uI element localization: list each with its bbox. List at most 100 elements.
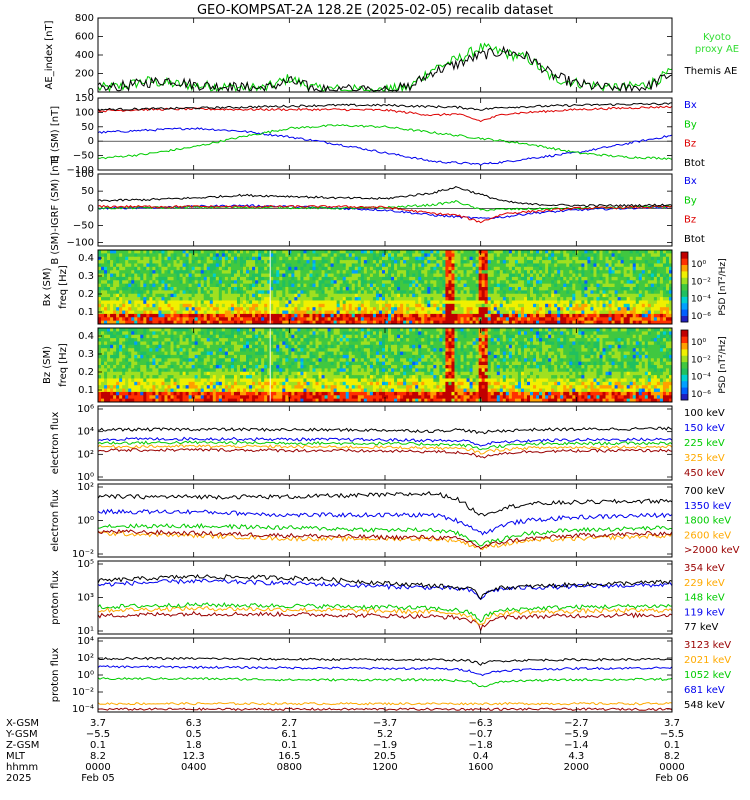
spectrogram-cell xyxy=(104,256,108,261)
spectrogram-cell xyxy=(593,287,597,291)
spectrogram-cell xyxy=(155,293,159,298)
spectrogram-cell xyxy=(551,287,555,291)
spectrogram-cell xyxy=(164,290,168,295)
spectrogram-cell xyxy=(309,276,313,281)
spectrogram-cell xyxy=(342,260,347,264)
spectrogram-cell xyxy=(215,300,220,305)
spectrogram-cell xyxy=(487,253,492,258)
spectrogram-cell xyxy=(119,328,123,332)
spectrogram-cell xyxy=(442,266,446,271)
spectrogram-cell xyxy=(173,303,177,308)
spectrogram-cell xyxy=(563,300,567,305)
spectrogram-cell xyxy=(436,263,440,268)
spectrogram-cell xyxy=(303,313,307,318)
spectrogram-cell xyxy=(249,263,253,268)
spectrogram-cell xyxy=(602,256,606,261)
spectrogram-cell xyxy=(170,320,174,325)
spectrogram-cell xyxy=(653,276,658,281)
spectrogram-cell xyxy=(125,385,129,389)
spectrogram-cell xyxy=(140,328,144,332)
spectrogram-cell xyxy=(273,276,277,281)
spectrogram-cell xyxy=(668,256,673,261)
spectrogram-cell xyxy=(288,273,292,278)
spectrogram-cell xyxy=(415,250,419,254)
spectrogram-cell xyxy=(451,253,455,258)
y-axis-label: freq [Hz] xyxy=(58,265,69,309)
spectrogram-cell xyxy=(593,263,597,268)
spectrogram-cell xyxy=(137,320,141,325)
spectrogram-cell xyxy=(391,260,395,264)
spectrogram-cell xyxy=(487,297,492,301)
spectrogram-cell xyxy=(366,287,371,291)
spectrogram-cell xyxy=(276,320,280,325)
spectrogram-cell xyxy=(490,290,495,295)
spectrogram-cell xyxy=(315,290,319,295)
spectrogram-cell xyxy=(563,317,567,322)
spectrogram-cell xyxy=(557,297,561,301)
spectrogram-cell xyxy=(557,303,561,308)
spectrogram-cell xyxy=(179,338,183,342)
spectrogram-cell xyxy=(179,270,183,274)
spectrogram-cell xyxy=(122,365,126,369)
spectrogram-cell xyxy=(128,280,132,285)
spectrogram-cell xyxy=(279,320,283,325)
spectrogram-cell xyxy=(327,270,332,274)
spectrogram-cell xyxy=(626,310,631,315)
spectrogram-cell xyxy=(264,270,268,274)
spectrogram-cell xyxy=(641,307,646,311)
spectrogram-cell xyxy=(475,300,480,305)
spectrogram-cell xyxy=(255,270,259,274)
spectrogram-cell xyxy=(502,283,507,288)
spectrogram-cell xyxy=(303,266,307,271)
spectrogram-cell xyxy=(218,250,223,254)
spectrogram-cell xyxy=(125,313,129,318)
spectrogram-cell xyxy=(596,280,600,285)
spectrogram-cell xyxy=(182,287,187,291)
spectrogram-cell xyxy=(131,266,135,271)
spectrogram-cell xyxy=(155,266,159,271)
spectrogram-cell xyxy=(282,250,286,254)
spectrogram-cell xyxy=(397,317,401,322)
spectrogram-cell xyxy=(243,310,247,315)
spectrogram-cell xyxy=(276,273,280,278)
spectrogram-cell xyxy=(128,270,132,274)
spectrogram-cell xyxy=(176,297,180,301)
spectrogram-cell xyxy=(400,297,404,301)
spectrogram-cell xyxy=(152,320,156,325)
spectrogram-cell xyxy=(581,273,585,278)
spectrogram-cell xyxy=(566,317,570,322)
spectrogram-cell xyxy=(457,263,461,268)
spectrogram-cell xyxy=(309,250,313,254)
spectrogram-cell xyxy=(312,260,316,264)
spectrogram-cell xyxy=(149,348,153,352)
spectrogram-cell xyxy=(572,253,576,258)
spectrogram-cell xyxy=(605,303,609,308)
spectrogram-cell xyxy=(149,398,153,403)
spectrogram-cell xyxy=(318,280,322,285)
spectrogram-cell xyxy=(221,293,226,298)
spectrogram-cell xyxy=(233,313,238,318)
spectrogram-cell xyxy=(348,320,353,325)
spectrogram-cell xyxy=(122,344,126,349)
spectrogram-cell xyxy=(554,297,558,301)
spectrogram-cell xyxy=(264,250,268,254)
spectrogram-cell xyxy=(472,290,477,295)
spectrogram-cell xyxy=(354,266,359,271)
spectrogram-cell xyxy=(134,378,138,383)
spectrogram-cell xyxy=(424,270,428,274)
spectrogram-cell xyxy=(430,303,434,308)
spectrogram-cell xyxy=(200,313,205,318)
spectrogram-cell xyxy=(542,283,546,288)
spectrogram-cell xyxy=(312,256,316,261)
spectrogram-cell xyxy=(110,395,114,400)
spectrogram-cell xyxy=(493,250,498,254)
spectrogram-cell xyxy=(110,381,114,386)
spectrogram-cell xyxy=(122,280,126,285)
spectrogram-cell xyxy=(270,266,274,271)
spectrogram-cell xyxy=(107,320,111,325)
spectrogram-cell xyxy=(430,250,434,254)
spectrogram-cell xyxy=(557,283,561,288)
spectrogram-cell xyxy=(182,375,187,379)
spectrogram-cell xyxy=(363,307,368,311)
spectrogram-cell xyxy=(587,276,591,281)
